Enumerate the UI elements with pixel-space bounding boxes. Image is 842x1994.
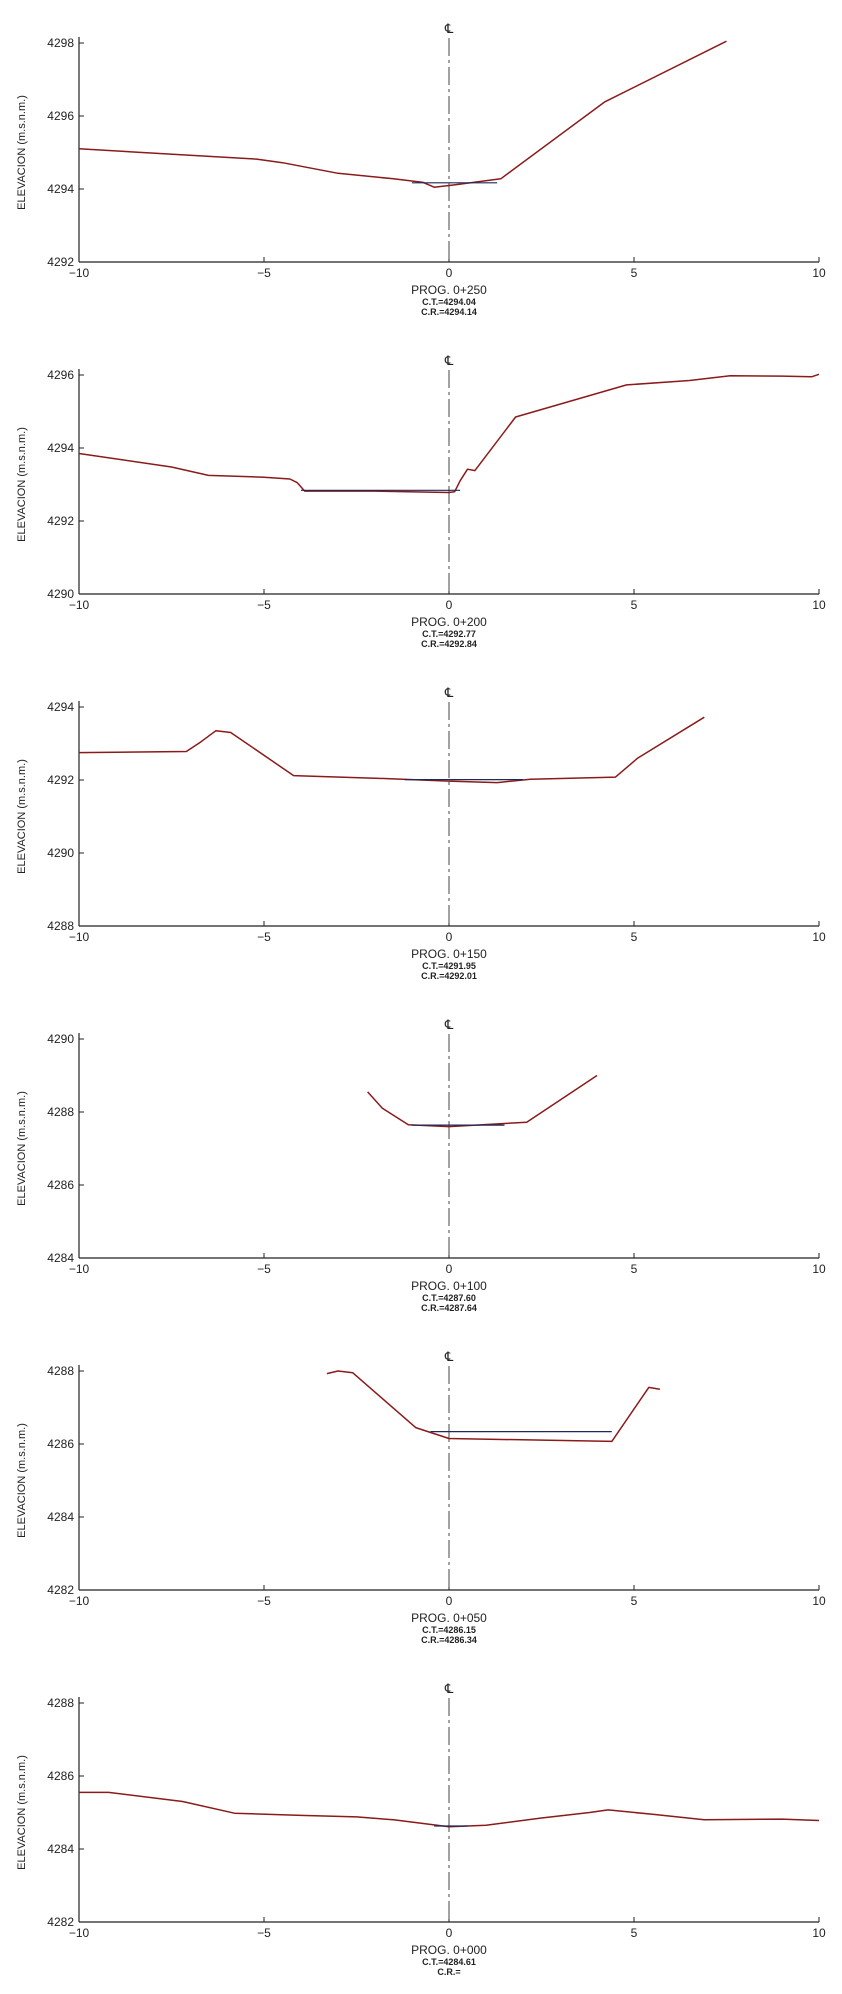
cr-label: C.R.=4286.34 — [421, 1635, 477, 1645]
x-tick-label: 0 — [446, 930, 453, 944]
station-label: PROG. 0+100 — [411, 1279, 487, 1293]
y-axis-title: ELEVACION (m.s.n.m.) — [16, 427, 28, 542]
y-axis-title: ELEVACION (m.s.n.m.) — [16, 95, 28, 210]
centerline-symbol: ℄ — [444, 1017, 454, 1032]
x-tick-label: −10 — [69, 1262, 90, 1276]
y-axis-title: ELEVACION (m.s.n.m.) — [16, 759, 28, 874]
y-tick-label: 4290 — [47, 846, 74, 860]
y-tick-label: 4282 — [47, 1583, 74, 1597]
station-label: PROG. 0+050 — [411, 1611, 487, 1625]
x-tick-label: 0 — [446, 1926, 453, 1940]
centerline-symbol: ℄ — [444, 353, 454, 368]
centerline-symbol: ℄ — [444, 685, 454, 700]
y-axis-title: ELEVACION (m.s.n.m.) — [16, 1091, 28, 1206]
x-tick-label: 10 — [812, 1594, 826, 1608]
cr-label: C.R.=4292.84 — [421, 639, 477, 649]
cross-section-chart: −10 −5 0 5 10 4282 4284 4286 4288 ELEVACION (m.s.… — [16, 1349, 826, 1645]
y-tick-label: 4284 — [47, 1251, 74, 1265]
x-tick-label: −5 — [257, 930, 271, 944]
x-tick-label: 10 — [812, 266, 826, 280]
y-tick-label: 4294 — [47, 441, 74, 455]
x-tick-label: 10 — [812, 1262, 826, 1276]
cross-section-chart: −10 −5 0 5 10 4288 4290 4292 4294 ELEVACION (m.s.… — [16, 685, 826, 981]
x-tick-label: −10 — [69, 266, 90, 280]
y-axis-title: ELEVACION (m.s.n.m.) — [16, 1755, 28, 1870]
x-tick-label: 5 — [631, 1594, 638, 1608]
station-label: PROG. 0+250 — [411, 283, 487, 297]
y-tick-label: 4298 — [47, 36, 74, 50]
y-tick-label: 4290 — [47, 587, 74, 601]
station-label: PROG. 0+200 — [411, 615, 487, 629]
y-tick-label: 4292 — [47, 514, 74, 528]
centerline-symbol: ℄ — [444, 21, 454, 36]
terrain-line — [367, 1074, 598, 1128]
x-tick-label: −5 — [257, 1594, 271, 1608]
ct-label: C.T.=4287.60 — [422, 1293, 476, 1303]
x-tick-label: −10 — [69, 598, 90, 612]
x-tick-label: 0 — [446, 266, 453, 280]
x-tick-label: −5 — [257, 1262, 271, 1276]
y-axis-title: ELEVACION (m.s.n.m.) — [16, 1423, 28, 1538]
station-label: PROG. 0+150 — [411, 947, 487, 961]
x-tick-label: 0 — [446, 1262, 453, 1276]
x-tick-label: 10 — [812, 1926, 826, 1940]
x-tick-label: −5 — [257, 1926, 271, 1940]
cr-label: C.R.= — [437, 1967, 460, 1977]
ct-label: C.T.=4291.95 — [422, 961, 476, 971]
x-tick-label: −10 — [69, 1594, 90, 1608]
x-tick-label: 5 — [631, 1262, 638, 1276]
x-tick-label: 0 — [446, 598, 453, 612]
x-tick-label: 5 — [631, 598, 638, 612]
y-tick-label: 4288 — [47, 1364, 74, 1378]
y-tick-label: 4294 — [47, 182, 74, 196]
y-tick-label: 4288 — [47, 919, 74, 933]
cr-label: C.R.=4294.14 — [421, 307, 477, 317]
x-tick-label: 5 — [631, 1926, 638, 1940]
y-tick-label: 4288 — [47, 1105, 74, 1119]
y-tick-label: 4296 — [47, 368, 74, 382]
ct-label: C.T.=4284.61 — [422, 1957, 476, 1967]
y-tick-label: 4290 — [47, 1032, 74, 1046]
y-tick-label: 4284 — [47, 1510, 74, 1524]
terrain-line — [326, 1370, 661, 1443]
y-tick-label: 4296 — [47, 109, 74, 123]
y-tick-label: 4286 — [47, 1178, 74, 1192]
x-tick-label: −5 — [257, 598, 271, 612]
x-tick-label: 5 — [631, 930, 638, 944]
x-tick-label: 10 — [812, 598, 826, 612]
cross-section-chart: −10 −5 0 5 10 4292 4294 4296 4298 ELEVACION (m.s.… — [16, 21, 826, 317]
y-tick-label: 4292 — [47, 773, 74, 787]
x-tick-label: −10 — [69, 1926, 90, 1940]
y-tick-label: 4294 — [47, 700, 74, 714]
y-tick-label: 4286 — [47, 1437, 74, 1451]
x-tick-label: −5 — [257, 266, 271, 280]
y-tick-label: 4284 — [47, 1842, 74, 1856]
centerline-symbol: ℄ — [444, 1349, 454, 1364]
terrain-line — [78, 716, 705, 784]
station-label: PROG. 0+000 — [411, 1943, 487, 1957]
y-tick-label: 4292 — [47, 255, 74, 269]
cr-label: C.R.=4292.01 — [421, 971, 477, 981]
ct-label: C.T.=4294.04 — [422, 297, 476, 307]
x-tick-label: 5 — [631, 266, 638, 280]
terrain-line — [78, 40, 727, 188]
x-tick-label: −10 — [69, 930, 90, 944]
ct-label: C.T.=4286.15 — [422, 1625, 476, 1635]
centerline-symbol: ℄ — [444, 1681, 454, 1696]
cross-section-chart: −10 −5 0 5 10 4290 4292 4294 4296 ELEVACION (m.s.… — [16, 353, 826, 649]
x-tick-label: 10 — [812, 930, 826, 944]
cross-section-chart: −10 −5 0 5 10 4284 4286 4288 4290 ELEVACION (m.s.… — [16, 1017, 826, 1313]
terrain-line — [78, 373, 820, 494]
x-tick-label: 0 — [446, 1594, 453, 1608]
y-tick-label: 4288 — [47, 1696, 74, 1710]
cross-section-chart: −10 −5 0 5 10 4282 4284 4286 4288 ELEVACION (m.s.… — [16, 1681, 826, 1977]
y-tick-label: 4286 — [47, 1769, 74, 1783]
ct-label: C.T.=4292.77 — [422, 629, 476, 639]
cr-label: C.R.=4287.64 — [421, 1303, 477, 1313]
y-tick-label: 4282 — [47, 1915, 74, 1929]
